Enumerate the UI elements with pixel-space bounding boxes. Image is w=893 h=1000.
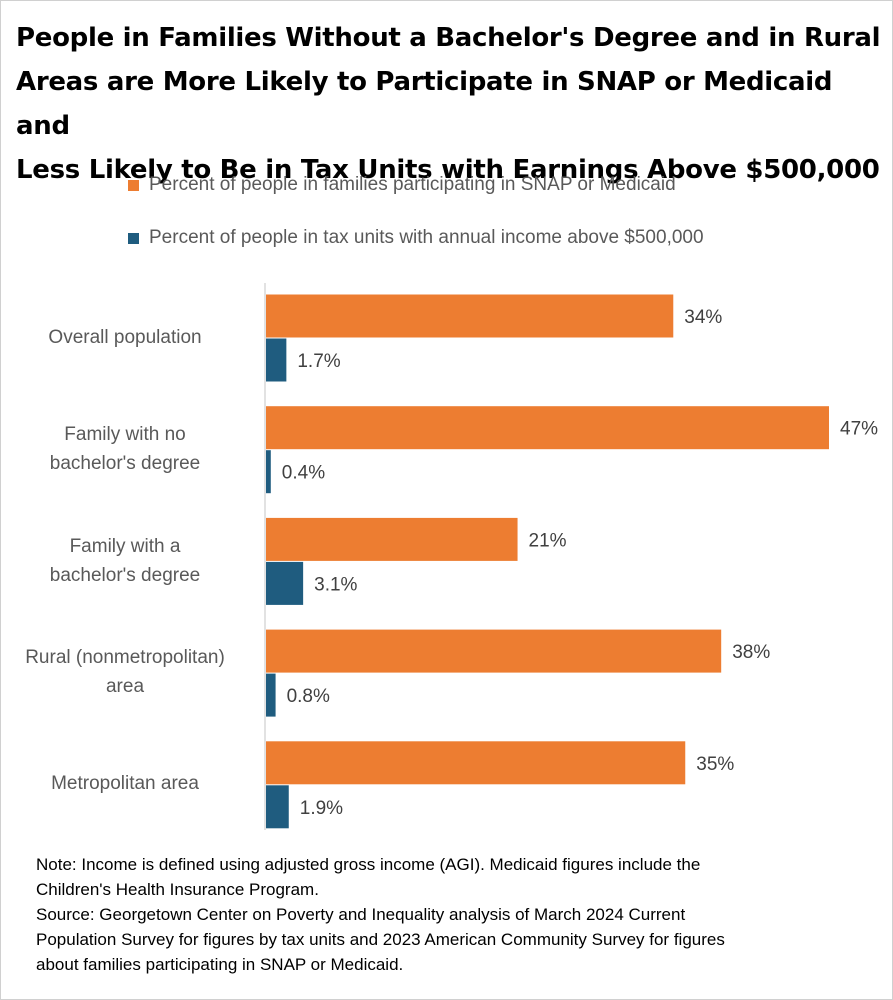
- category-label-line: Overall population: [48, 327, 202, 348]
- snap-medicaid-value-label-4: 35%: [696, 754, 734, 775]
- title-line-1: People in Families Without a Bachelor's …: [16, 23, 881, 53]
- high-income-bar-3: [266, 673, 276, 717]
- title-line-3: Less Likely to Be in Tax Units with Earn…: [16, 155, 880, 185]
- high-income-value-label-0: 1.7%: [297, 351, 340, 372]
- note-line-1: Note: Income is defined using adjusted g…: [36, 855, 701, 874]
- high-income-bar-0: [266, 338, 287, 382]
- category-label-line: Rural (nonmetropolitan): [25, 647, 225, 668]
- category-label-rural: Rural (nonmetropolitan) area: [0, 643, 250, 701]
- category-label-metropolitan: Metropolitan area: [0, 769, 250, 798]
- category-label-line: area: [105, 676, 145, 697]
- snap-medicaid-value-label-3: 38%: [732, 642, 770, 663]
- snap-medicaid-value-label-1: 47%: [840, 419, 878, 440]
- high-income-bar-1: [266, 450, 271, 494]
- snap-medicaid-bar-3: [266, 629, 722, 673]
- note-line-2: Children's Health Insurance Program.: [36, 880, 319, 899]
- high-income-bar-4: [266, 785, 289, 829]
- snap-medicaid-value-label-0: 34%: [684, 307, 722, 328]
- category-label-line: bachelor's degree: [49, 565, 201, 586]
- snap-medicaid-bar-0: [266, 294, 674, 338]
- category-label-no-bachelors: Family with no bachelor's degree: [0, 420, 250, 478]
- legend-item-snap-medicaid: Percent of people in families participat…: [128, 174, 676, 196]
- snap-medicaid-bar-1: [266, 406, 829, 450]
- category-label-line: Family with no: [64, 424, 186, 445]
- high-income-value-label-3: 0.8%: [287, 686, 330, 707]
- snap-medicaid-bar-2: [266, 517, 518, 561]
- source-line-2: Population Survey for figures by tax uni…: [36, 930, 725, 949]
- legend-label-high-income: Percent of people in tax units with annu…: [149, 227, 704, 248]
- legend-item-high-income: Percent of people in tax units with annu…: [128, 227, 704, 249]
- source-line-1: Source: Georgetown Center on Poverty and…: [36, 905, 686, 924]
- category-label-line: Metropolitan area: [51, 773, 199, 794]
- high-income-bar-2: [266, 561, 304, 605]
- category-label-line: bachelor's degree: [49, 453, 201, 474]
- legend-swatch-high-income: [128, 232, 139, 244]
- legend-swatch-snap-medicaid: [128, 179, 139, 191]
- legend-label-snap-medicaid: Percent of people in families participat…: [149, 174, 676, 195]
- category-label-overall: Overall population: [0, 323, 250, 352]
- source-line-3: about families participating in SNAP or …: [36, 955, 404, 974]
- chart-title: People in Families Without a Bachelor's …: [16, 16, 886, 192]
- snap-medicaid-bar-4: [266, 741, 686, 785]
- title-line-2: Areas are More Likely to Participate in …: [16, 67, 833, 141]
- high-income-value-label-1: 0.4%: [282, 463, 325, 484]
- high-income-value-label-2: 3.1%: [314, 574, 357, 595]
- snap-medicaid-value-label-2: 21%: [529, 530, 567, 551]
- category-label-line: Family with a: [69, 536, 181, 557]
- chart-note: Note: Income is defined using adjusted g…: [36, 852, 866, 977]
- category-label-bachelors: Family with a bachelor's degree: [0, 532, 250, 590]
- high-income-value-label-4: 1.9%: [300, 798, 343, 819]
